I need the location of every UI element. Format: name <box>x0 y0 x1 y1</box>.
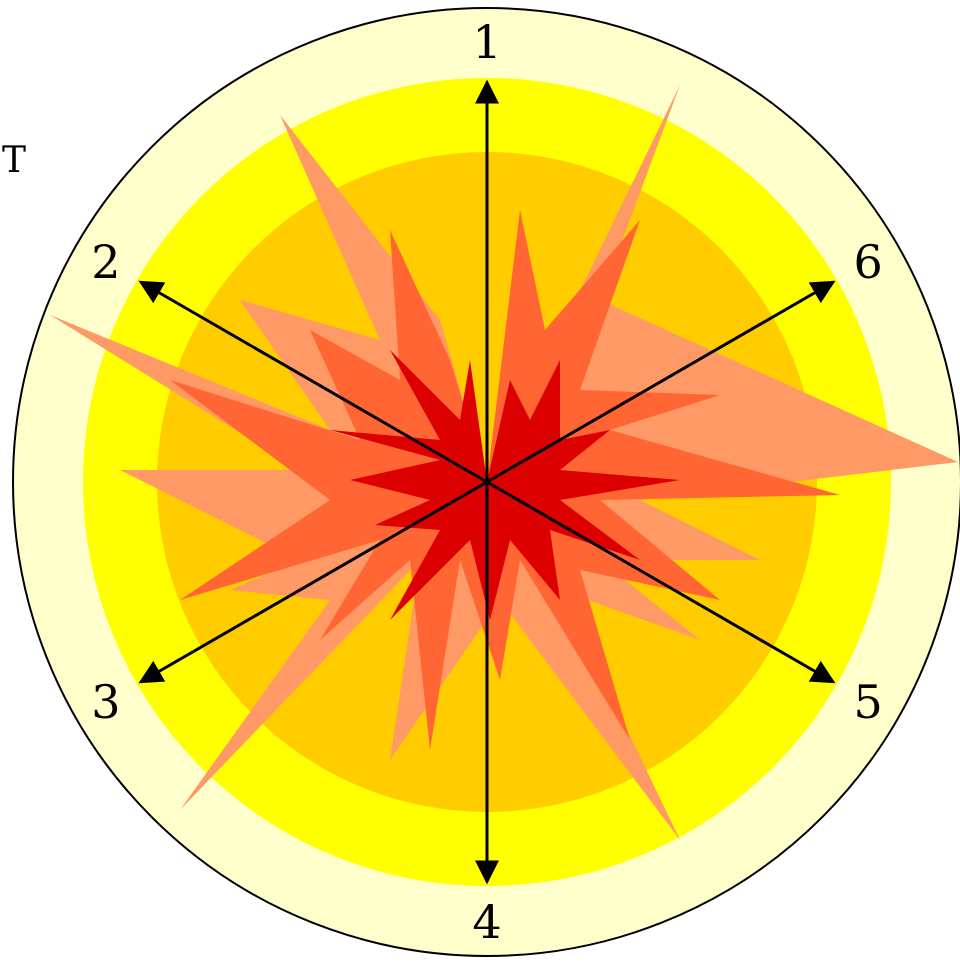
axis-1-label: 1 <box>472 15 501 69</box>
burst-dark <box>330 350 680 620</box>
axis-labels: 1 2 3 4 5 6 <box>91 15 882 949</box>
axis-3-label: 3 <box>91 675 120 729</box>
corner-letter: T <box>2 140 27 181</box>
axis-2-label: 2 <box>91 235 120 289</box>
axis-6-arrow <box>486 280 836 484</box>
axis-5-arrow <box>486 480 836 684</box>
axis-6-label: 6 <box>853 235 882 289</box>
axis-5-label: 5 <box>853 675 882 729</box>
axis-2-arrow <box>138 280 488 484</box>
axis-3-arrow <box>138 480 488 684</box>
axes-group <box>138 79 836 885</box>
axis-4-label: 4 <box>472 895 501 949</box>
